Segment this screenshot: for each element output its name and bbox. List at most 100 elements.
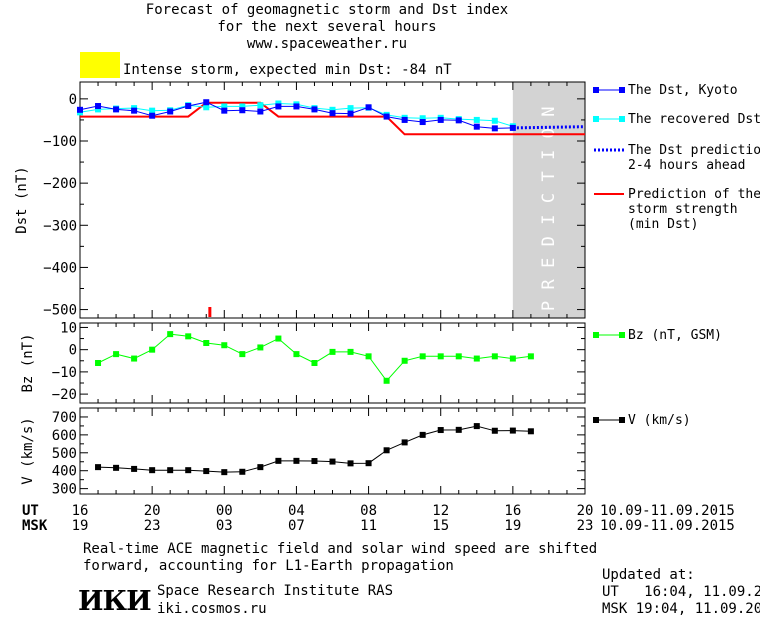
v-point [419, 431, 426, 438]
legend-recovered-dst-swatch-marker [619, 116, 625, 122]
recovered-dst-point [419, 115, 426, 122]
bz-point [113, 351, 120, 358]
institute-url[interactable]: iki.cosmos.ru [157, 601, 267, 617]
dst-kyoto-point [329, 110, 336, 117]
v-point [293, 457, 300, 464]
msk-tick-label: 15 [432, 518, 449, 534]
v-point [365, 460, 372, 467]
y-tick-label: −500 [43, 303, 77, 319]
y-tick-label: −400 [43, 260, 77, 276]
recovered-dst-point [203, 104, 210, 111]
dst-kyoto-point [365, 104, 372, 111]
y-tick-label: −300 [43, 218, 77, 234]
iki-logo: ИКИ [78, 586, 152, 617]
msk-date-range: 10.09-11.09.2015 [600, 518, 735, 534]
ut-date-range: 10.09-11.09.2015 [600, 503, 735, 519]
bz-point [383, 377, 390, 384]
recovered-dst-point [149, 107, 156, 114]
dst-kyoto-point [185, 103, 192, 110]
legend-storm-strength-label: Prediction of the [628, 187, 760, 202]
msk-tick-label: 19 [72, 518, 89, 534]
recovered-dst-point [347, 105, 354, 112]
dst-kyoto-point [383, 113, 390, 120]
y-axis-label: V (km/s) [20, 417, 36, 484]
v-point [221, 469, 228, 476]
v-point [401, 439, 408, 446]
v-point [275, 457, 282, 464]
dst-kyoto-point [131, 107, 138, 114]
dst-kyoto-point [311, 106, 318, 113]
title-line-1: Forecast of geomagnetic storm and Dst in… [145, 2, 509, 18]
v-point [95, 464, 102, 471]
msk-axis-label: MSK [22, 518, 48, 534]
panel-frame [79, 407, 586, 495]
bz-point [437, 353, 444, 360]
dst-kyoto-point [257, 108, 264, 115]
footer-note-line-2: forward, accounting for L1-Earth propaga… [83, 558, 454, 574]
bz-point [221, 342, 228, 349]
bz-point [293, 351, 300, 358]
bz-point [275, 335, 282, 342]
msk-tick-label: 23 [144, 518, 161, 534]
legend-bz-swatch-marker [619, 332, 625, 338]
updated-msk: MSK 19:04, 11.09.2015 [602, 601, 760, 617]
y-tick-label: −10 [52, 365, 77, 381]
bz-point [347, 348, 354, 355]
y-tick-label: 10 [60, 320, 77, 336]
dst-kyoto-point [401, 116, 408, 123]
prediction-label-letter: T [539, 171, 559, 181]
legend-v-swatch-marker [593, 417, 599, 423]
storm-level-label: Intense storm, expected min Dst: -84 nT [123, 62, 452, 78]
dst-kyoto-point [491, 125, 498, 132]
msk-tick-label: 23 [577, 518, 594, 534]
prediction-label-letter: E [539, 258, 559, 268]
recovered-dst-point [473, 116, 480, 123]
recovered-dst-point [95, 106, 102, 113]
msk-tick-label: 11 [360, 518, 377, 534]
dst-kyoto-point [293, 103, 300, 110]
ut-tick-label: 04 [288, 503, 305, 519]
legend-v-swatch-marker [619, 417, 625, 423]
ut-tick-label: 20 [577, 503, 594, 519]
footer-note-line-1: Real-time ACE magnetic field and solar w… [83, 541, 598, 557]
legend-storm-strength-label: (min Dst) [628, 217, 698, 232]
prediction-label-letter: I [539, 150, 559, 160]
v-point [257, 464, 264, 471]
y-tick-label: 0 [69, 343, 77, 359]
bz-point [239, 351, 246, 358]
y-tick-label: −100 [43, 134, 77, 150]
prediction-label-letter: P [539, 301, 559, 311]
dst-prediction-line [512, 125, 586, 130]
ut-tick-label: 08 [360, 503, 377, 519]
ut-axis-label: UT [22, 503, 39, 519]
prediction-label-letter: D [539, 236, 559, 246]
bz-point [185, 333, 192, 340]
prediction-band [512, 82, 585, 318]
dst-kyoto-point [149, 112, 156, 119]
bz-point [473, 355, 480, 362]
msk-tick-label: 03 [216, 518, 233, 534]
dst-kyoto-point [239, 107, 246, 114]
dst-kyoto-point [203, 99, 210, 106]
y-tick-label: 500 [52, 446, 77, 462]
legend-recovered-dst-label: The recovered Dst [628, 112, 760, 127]
v-point [311, 458, 318, 465]
recovered-dst-point [329, 106, 336, 113]
bz-point [365, 353, 372, 360]
v-point [383, 447, 390, 454]
y-tick-label: −200 [43, 176, 77, 192]
bz-point [329, 348, 336, 355]
legend-v-label: V (km/s) [628, 413, 691, 428]
bz-point [95, 360, 102, 366]
recovered-dst-point [239, 103, 246, 110]
v-point [329, 458, 336, 465]
dst-kyoto-point [437, 116, 444, 123]
bz-point [257, 344, 264, 351]
ut-tick-label: 12 [432, 503, 449, 519]
y-tick-label: −20 [52, 387, 77, 403]
prediction-label-letter: I [539, 214, 559, 224]
legend-dst-prediction-label: 2-4 hours ahead [628, 158, 745, 173]
v-point [131, 465, 138, 472]
prediction-label-letter: O [539, 128, 559, 138]
